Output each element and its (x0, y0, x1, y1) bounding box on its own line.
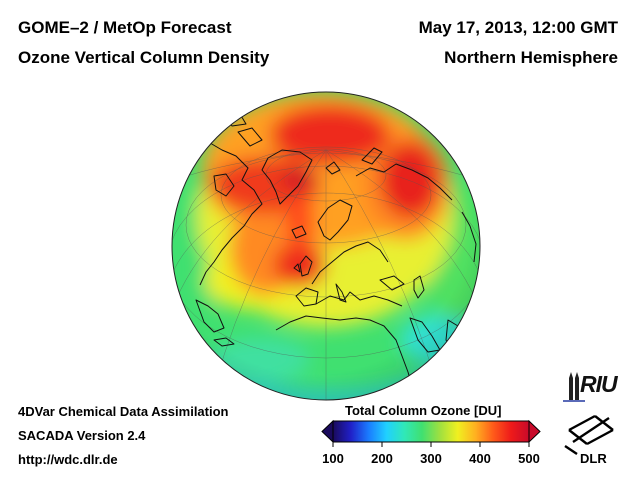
dlr-logo-text: DLR (580, 451, 607, 466)
colorbar-arrow-high (528, 419, 541, 444)
riu-logo-cathedral-spires (569, 372, 579, 400)
colorbar-tick-label: 200 (371, 451, 393, 466)
quantity-title: Ozone Vertical Column Density (18, 48, 270, 67)
product-title: GOME–2 / MetOp Forecast (18, 18, 232, 37)
dlr-logo-stroke (568, 429, 588, 445)
colorbar-gradient (332, 420, 530, 443)
dlr-logo-stroke (564, 445, 578, 455)
dlr-logo-stroke (594, 415, 614, 431)
colorbar-tick-label: 300 (420, 451, 442, 466)
logos (563, 372, 614, 455)
url-label: http://wdc.dlr.de (18, 452, 118, 467)
datetime-title: May 17, 2013, 12:00 GMT (418, 18, 618, 37)
colorbar-tick-label: 500 (518, 451, 540, 466)
colorbar-tick-label: 100 (322, 451, 344, 466)
colorbar-arrow-low (321, 419, 334, 444)
dlr-logo-icon (564, 414, 614, 455)
dlr-logo-stroke (572, 417, 610, 443)
riu-logo-icon (563, 372, 585, 402)
riu-logo-text: RIU (580, 371, 618, 397)
globe-outline (171, 91, 481, 401)
method-label: 4DVar Chemical Data Assimilation (18, 404, 229, 419)
dlr-logo-stroke (568, 414, 596, 432)
riu-logo-base (563, 400, 585, 402)
dlr-logo-stroke (586, 428, 614, 446)
colorbar (321, 419, 541, 447)
region-title: Northern Hemisphere (444, 48, 618, 67)
colorbar-title: Total Column Ozone [DU] (345, 403, 502, 418)
globe-shading (172, 92, 480, 400)
colorbar-tick-label: 400 (469, 451, 491, 466)
version-label: SACADA Version 2.4 (18, 428, 146, 443)
